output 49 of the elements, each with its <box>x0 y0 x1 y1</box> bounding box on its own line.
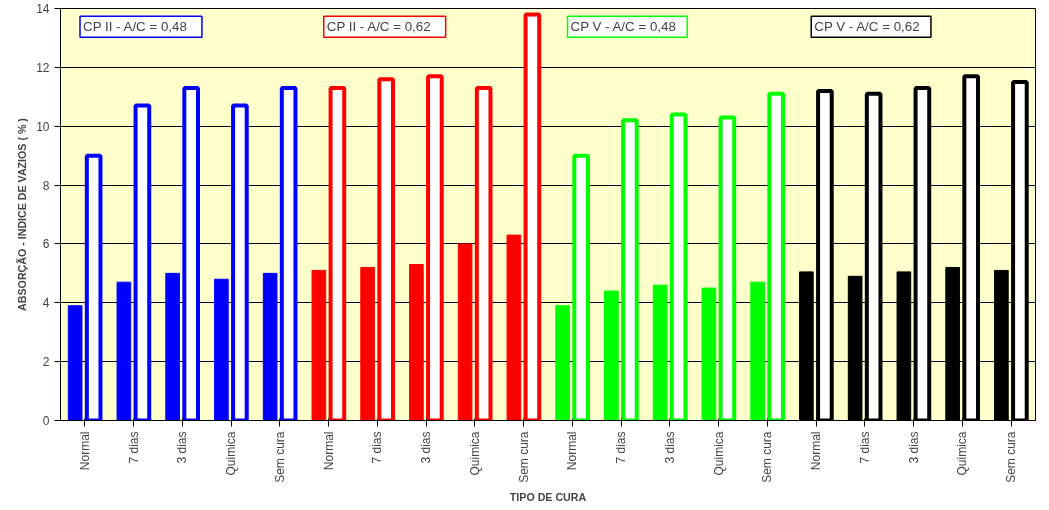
x-tick-label: Quimica <box>224 431 239 476</box>
y-tick-label: 12 <box>36 60 50 75</box>
x-tick-label: Sem cura <box>516 431 531 483</box>
bar <box>214 278 229 421</box>
y-tick-label: 6 <box>42 237 50 252</box>
annotation: CP II - A/C = 0,62 <box>326 19 431 35</box>
x-tick-label: Sem cura <box>1004 431 1019 483</box>
x-tick-label: 3 dias <box>175 431 190 464</box>
bar <box>652 284 668 421</box>
x-tick-label: 7 dias <box>614 431 629 464</box>
x-tick-label: 3 dias <box>906 431 921 464</box>
bar <box>604 290 619 421</box>
bar <box>701 287 717 421</box>
bar <box>165 272 180 421</box>
x-tick-label: Sem cura <box>760 431 775 483</box>
x-tick-label: Normal <box>809 431 824 471</box>
annotation: CP V - A/C = 0,48 <box>570 19 676 35</box>
y-tick-label: 2 <box>42 355 50 370</box>
x-tick-label: Normal <box>77 431 92 471</box>
bar <box>262 272 278 421</box>
bar <box>506 234 522 421</box>
bar <box>409 264 424 421</box>
y-axis-title: ABSORÇÃO - INDICE DE VAZIOS ( % ) <box>16 117 29 311</box>
y-tick-label: 4 <box>42 296 50 311</box>
y-tick-label: 8 <box>42 178 50 193</box>
x-tick-label: 7 dias <box>370 431 385 464</box>
x-tick-label: Quimica <box>711 431 726 476</box>
y-tick-label: 14 <box>36 2 50 16</box>
x-tick-label: Quimica <box>467 431 482 476</box>
x-tick-label: Normal <box>565 431 580 471</box>
y-tick-label: 0 <box>42 414 50 428</box>
bar <box>311 269 327 421</box>
annotation: CP V - A/C = 0,62 <box>814 19 920 35</box>
annotation: CP II - A/C = 0,48 <box>83 19 187 35</box>
x-tick-label: Sem cura <box>272 431 287 483</box>
x-tick-label: Normal <box>321 431 336 471</box>
y-tick-label: 10 <box>36 119 50 134</box>
x-axis-title: TIPO DE CURA <box>509 490 587 503</box>
bar <box>555 305 570 421</box>
x-tick-label: 3 dias <box>419 431 434 464</box>
x-tick-label: Quimica <box>955 431 970 476</box>
bar <box>360 266 375 421</box>
x-tick-label: 3 dias <box>662 431 677 464</box>
bar <box>116 281 132 421</box>
bar <box>457 243 473 421</box>
x-tick-label: 7 dias <box>857 431 872 464</box>
bar <box>750 281 765 421</box>
x-tick-label: 7 dias <box>126 431 141 464</box>
bar <box>67 305 83 421</box>
